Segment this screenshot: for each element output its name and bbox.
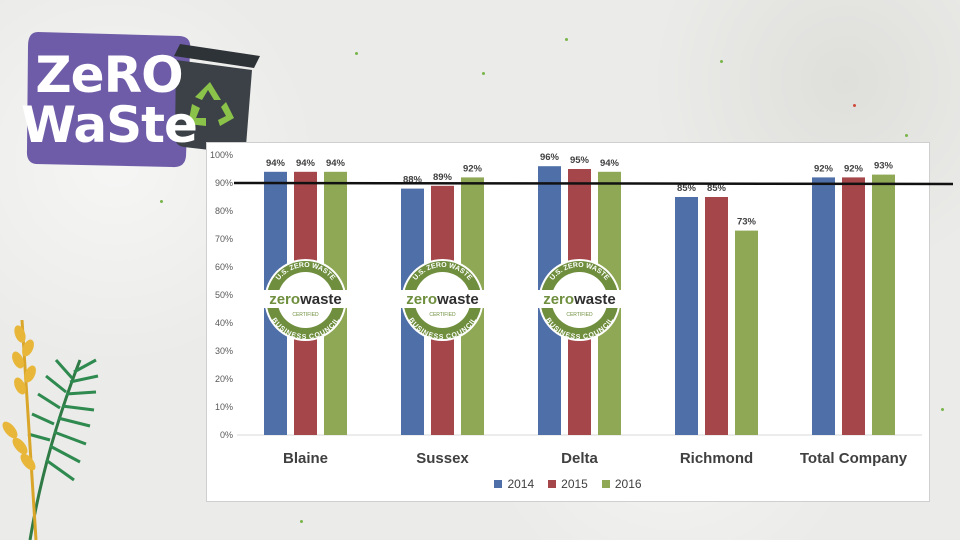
logo-word-waste: WaSte (21, 96, 198, 154)
logo-word-zero: ZeRO (35, 46, 183, 104)
recycle-arrows (188, 82, 234, 126)
bar-data-label: 94% (600, 158, 620, 169)
background-speck (853, 104, 856, 107)
y-tick-label: 90% (215, 178, 233, 188)
logo-text: ZeRO WaSte (21, 30, 198, 170)
bin-body (175, 60, 252, 154)
y-tick-label: 60% (215, 262, 233, 272)
background-speck (565, 38, 568, 41)
bar-data-label: 95% (570, 155, 590, 166)
chart-legend: 2014 2015 2016 (207, 477, 929, 491)
bar-data-label: 94% (326, 158, 346, 169)
bar-data-label: 92% (814, 163, 834, 174)
bar-data-label: 96% (540, 152, 560, 163)
seal-wordmark: zerowaste (406, 291, 479, 308)
bar (705, 197, 728, 435)
seal-wordmark: zerowaste (269, 291, 342, 308)
bar (812, 177, 835, 435)
x-tick-label: Blaine (283, 450, 328, 467)
bar-data-label: 73% (737, 217, 757, 228)
y-tick-label: 80% (215, 206, 233, 216)
seal-certified-text: CERTIFIED (429, 312, 456, 318)
background-speck (941, 408, 944, 411)
y-tick-label: 70% (215, 234, 233, 244)
x-tick-label: Richmond (680, 450, 753, 467)
bar (675, 197, 698, 435)
y-tick-label: 10% (215, 402, 233, 412)
bar (872, 174, 895, 435)
background-speck (720, 60, 723, 63)
legend-swatch (601, 480, 610, 488)
bar-data-label: 94% (296, 158, 316, 169)
background-speck (160, 200, 163, 203)
bar-data-label: 92% (844, 163, 864, 174)
logo-badge (26, 32, 191, 168)
y-tick-label: 50% (215, 290, 233, 300)
legend-entry: 2016 (601, 477, 642, 491)
bar-data-label: 85% (707, 183, 727, 194)
legend-label: 2015 (561, 477, 588, 491)
bar-data-label: 92% (463, 163, 483, 174)
legend-entry: 2014 (494, 477, 534, 491)
x-tick-label: Delta (561, 450, 598, 467)
legend-label: 2014 (507, 477, 535, 491)
palm-leaflets (27, 358, 99, 482)
bar-data-labels: 94% 94% 94% 88% 89% 92% 96% 95% 94% 85% 85% 73% 92% 9… (266, 152, 894, 227)
recycle-bin-icon (174, 44, 260, 154)
y-tick-label: 100% (210, 150, 233, 160)
seal-certified-text: CERTIFIED (566, 312, 593, 318)
legend-label: 2016 (614, 477, 642, 491)
y-axis-ticks: 0% 10% 20% 30% 40% 50% 60% 70% 80% 90% 100% (210, 150, 233, 440)
background-speck (300, 520, 303, 523)
zero-waste-logo (26, 32, 260, 168)
x-axis-labels: Blaine Sussex Delta Richmond Total Company (283, 450, 908, 467)
seal-certified-text: CERTIFIED (292, 312, 319, 318)
chart-panel: 0% 10% 20% 30% 40% 50% 60% 70% 80% 90% 100% 94% 94%… (206, 142, 930, 502)
wheat-grains (2, 325, 36, 471)
bar (735, 230, 758, 435)
bar-data-label: 85% (677, 183, 697, 194)
bar-data-label: 89% (433, 172, 453, 183)
y-tick-label: 0% (220, 430, 233, 440)
bar (842, 177, 865, 435)
plant-illustration (2, 320, 99, 540)
bin-lid (174, 44, 260, 68)
x-tick-label: Sussex (416, 450, 469, 467)
background-speck (482, 72, 485, 75)
background-speck (355, 52, 358, 55)
y-tick-label: 40% (215, 318, 233, 328)
bar-data-label: 93% (874, 161, 894, 172)
bar-chart: 0%10%20%30%40%50%60%70%80%90%100% 94% 94%… (210, 150, 922, 467)
background-speck (905, 134, 908, 137)
y-tick-label: 20% (215, 374, 233, 384)
legend-entry: 2015 (548, 477, 588, 491)
seal-wordmark: zerowaste (543, 291, 616, 308)
y-tick-label: 30% (215, 346, 233, 356)
legend-swatch (494, 480, 503, 488)
bar-data-label: 94% (266, 158, 286, 169)
x-tick-label: Total Company (800, 450, 908, 467)
legend-swatch (548, 480, 557, 488)
bar-data-label: 88% (403, 175, 423, 186)
